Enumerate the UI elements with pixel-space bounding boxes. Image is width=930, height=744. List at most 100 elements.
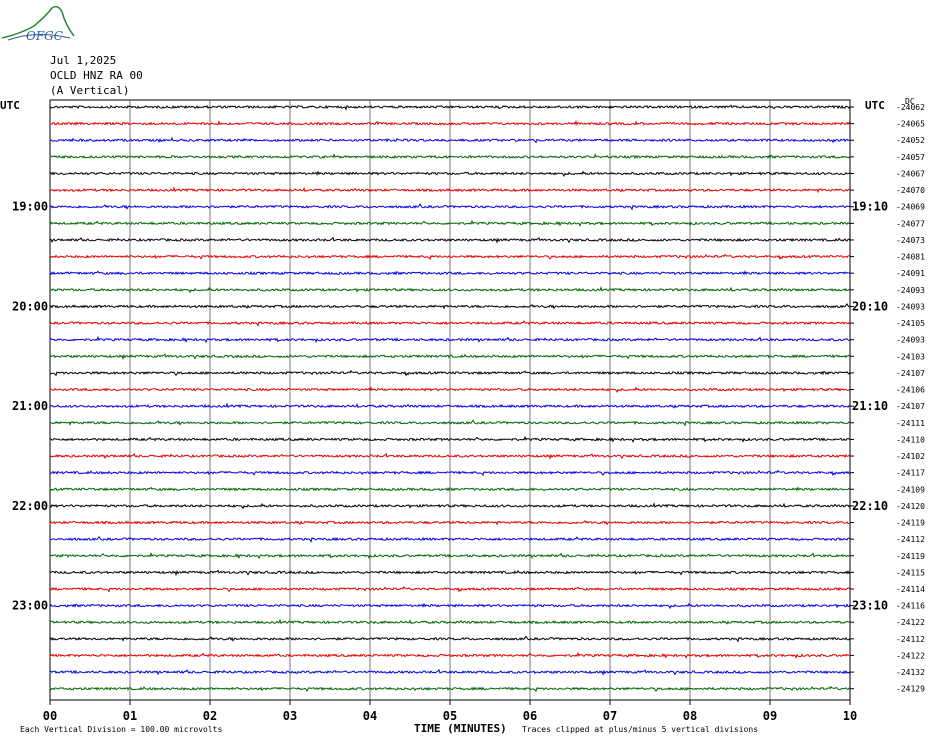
logo-text: OFGC [26, 29, 63, 43]
x-tick-label: 07 [603, 709, 617, 723]
trace-row-4 [49, 170, 851, 177]
trace-row-2 [49, 136, 851, 144]
right-time-label: 19:10 [852, 200, 888, 214]
clip-note: Traces clipped at plus/minus 5 vertical … [522, 725, 759, 734]
trace-row-24 [49, 502, 851, 510]
dc-offset-label: -24110 [896, 435, 925, 444]
right-time-label: 22:10 [852, 499, 888, 513]
trace-row-7 [49, 219, 851, 227]
dc-offset-label: -24052 [896, 136, 925, 145]
dc-offset-label: -24067 [896, 169, 925, 178]
trace-row-26 [49, 535, 851, 543]
x-tick-label: 02 [203, 709, 217, 723]
x-tick-label: 00 [43, 709, 57, 723]
trace-row-17 [49, 386, 851, 394]
dc-offset-label: -24106 [896, 386, 925, 395]
right-time-label: 21:10 [852, 399, 888, 413]
dc-offset-label: -24081 [896, 253, 925, 262]
dc-offset-label: -24057 [896, 153, 925, 162]
trace-row-28 [49, 569, 851, 577]
x-tick-label: 05 [443, 709, 457, 723]
dc-offset-label: -24105 [896, 319, 925, 328]
trace-row-20 [49, 435, 851, 443]
x-tick-label: 10 [843, 709, 857, 723]
x-tick-label: 09 [763, 709, 777, 723]
trace-row-25 [49, 519, 851, 526]
x-tick-label: 04 [363, 709, 377, 723]
trace-row-35 [49, 685, 850, 693]
dc-offset-label: -24129 [896, 685, 925, 694]
ofgc-logo: OFGC [1, 5, 75, 43]
dc-offset-label: -24119 [896, 552, 925, 561]
trace-row-0 [49, 104, 851, 111]
dc-offset-label: -24093 [896, 336, 925, 345]
dc-offset-label: -24107 [896, 402, 925, 411]
dc-offset-label: -24111 [896, 419, 925, 428]
trace-row-32 [49, 635, 851, 643]
trace-row-3 [49, 153, 851, 160]
dc-offset-label: -24070 [896, 186, 925, 195]
trace-row-21 [49, 452, 851, 460]
dc-offset-label: -24120 [896, 502, 925, 511]
dc-offset-label: -24062 [896, 103, 925, 112]
dc-offset-label: -24073 [896, 236, 925, 245]
trace-row-31 [49, 618, 851, 625]
left-time-label: 19:00 [12, 200, 48, 214]
dc-offset-label: -24122 [896, 618, 925, 627]
left-utc-label: UTC [0, 99, 20, 112]
dc-offset-label: -24102 [896, 452, 925, 461]
trace-row-23 [49, 486, 851, 492]
trace-row-1 [49, 119, 851, 126]
right-time-label: 23:10 [852, 599, 888, 613]
trace-row-8 [49, 236, 851, 244]
trace-row-27 [49, 551, 851, 560]
trace-row-29 [49, 586, 851, 593]
dc-label: DC [905, 97, 915, 106]
trace-row-5 [49, 186, 850, 194]
dc-offset-label: -24114 [896, 585, 925, 594]
trace-row-33 [49, 651, 851, 659]
dc-offset-label: -24112 [896, 635, 925, 644]
left-time-label: 20:00 [12, 299, 48, 313]
x-tick-label: 08 [683, 709, 697, 723]
x-tick-label: 01 [123, 709, 137, 723]
trace-row-30 [49, 602, 851, 610]
x-tick-label: 03 [283, 709, 297, 723]
dc-offset-label: -24115 [896, 568, 925, 577]
dc-offset-label: -24117 [896, 469, 925, 478]
trace-row-13 [49, 320, 851, 327]
trace-row-9 [49, 253, 851, 261]
trace-row-14 [49, 335, 851, 344]
dc-offset-label: -24116 [896, 602, 925, 611]
trace-row-10 [49, 270, 851, 276]
trace-row-16 [49, 370, 851, 377]
x-tick-label: 06 [523, 709, 537, 723]
trace-row-12 [49, 303, 851, 310]
trace-row-19 [49, 419, 851, 427]
dc-offset-label: -24107 [896, 369, 925, 378]
dc-offset-label: -24132 [896, 668, 925, 677]
right-utc-label: UTC [865, 99, 885, 112]
dc-offset-label: -24119 [896, 519, 925, 528]
dc-offset-label: -24109 [896, 485, 925, 494]
trace-row-11 [49, 286, 851, 294]
dc-offset-label: -24065 [896, 120, 925, 129]
station-label: OCLD HNZ RA 00 [50, 69, 143, 82]
dc-offset-label: -24103 [896, 352, 925, 361]
trace-row-15 [49, 353, 851, 361]
dc-offset-label: -24122 [896, 651, 925, 660]
trace-row-22 [49, 469, 850, 477]
trace-row-34 [49, 668, 851, 676]
left-time-label: 23:00 [12, 599, 48, 613]
trace-row-18 [49, 402, 851, 409]
dc-offset-label: -24093 [896, 286, 925, 295]
date-label: Jul 1,2025 [50, 54, 117, 67]
dc-offset-label: -24069 [896, 203, 925, 212]
trace-row-6 [49, 203, 851, 211]
left-time-label: 21:00 [12, 399, 48, 413]
dc-offset-label: -24112 [896, 535, 925, 544]
right-time-label: 20:10 [852, 299, 888, 313]
dc-offset-label: -24077 [896, 219, 925, 228]
left-time-label: 22:00 [12, 499, 48, 513]
